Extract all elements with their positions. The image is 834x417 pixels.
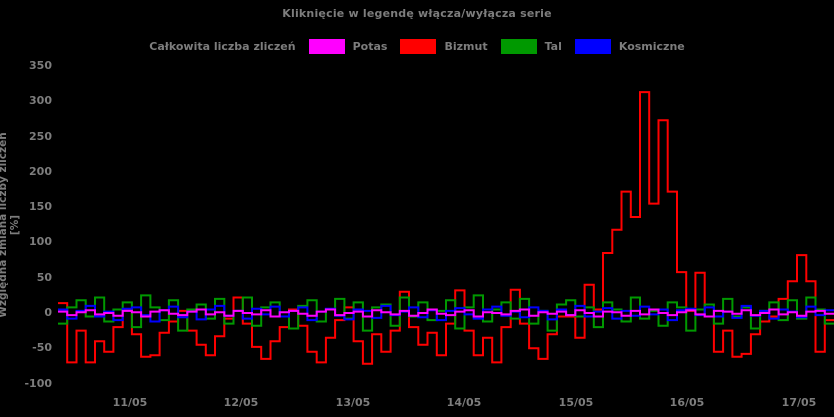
y-tick-label: 200: [29, 165, 52, 178]
legend-swatch-kosmiczne: [574, 39, 611, 54]
legend-label-potas: Potas: [352, 40, 388, 53]
y-tick-label: 0: [44, 306, 52, 319]
legend-label-bizmut: Bizmut: [444, 40, 488, 53]
x-tick-label: 17/05: [781, 396, 817, 409]
series-line-potas: [58, 308, 834, 318]
legend-swatch-bizmut: [400, 39, 437, 54]
y-tick-label: -50: [32, 341, 52, 354]
x-tick-label: 13/05: [335, 396, 371, 409]
y-tick-label: 350: [29, 59, 52, 72]
y-tick-label: 300: [29, 94, 52, 107]
legend-swatch-tal: [500, 39, 537, 54]
x-tick-label: 15/05: [558, 396, 594, 409]
legend-label-calkowita: Całkowita liczba zliczeń: [149, 40, 296, 53]
x-tick-label: 16/05: [669, 396, 705, 409]
legend: Całkowita liczba zliczeń Potas Bizmut Ta…: [0, 39, 834, 54]
y-tick-label: -100: [24, 377, 52, 390]
y-tick-label: 100: [29, 235, 52, 248]
legend-item-bizmut[interactable]: Bizmut: [400, 39, 488, 54]
legend-label-tal: Tal: [544, 40, 562, 53]
legend-item-calkowita[interactable]: Całkowita liczba zliczeń: [149, 40, 295, 53]
x-tick-label: 12/05: [223, 396, 259, 409]
legend-item-tal[interactable]: Tal: [500, 39, 562, 54]
y-tick-label: 150: [29, 200, 52, 213]
x-tick-label: 14/05: [446, 396, 482, 409]
legend-swatch-potas: [308, 39, 345, 54]
legend-item-potas[interactable]: Potas: [308, 39, 388, 54]
y-tick-label: 250: [29, 130, 52, 143]
chart-title: Kliknięcie w legendę włącza/wyłącza seri…: [282, 7, 552, 20]
y-tick-label: 50: [36, 271, 52, 284]
legend-item-kosmiczne[interactable]: Kosmiczne: [574, 39, 685, 54]
x-tick-label: 11/05: [112, 396, 148, 409]
legend-label-kosmiczne: Kosmiczne: [618, 40, 685, 53]
